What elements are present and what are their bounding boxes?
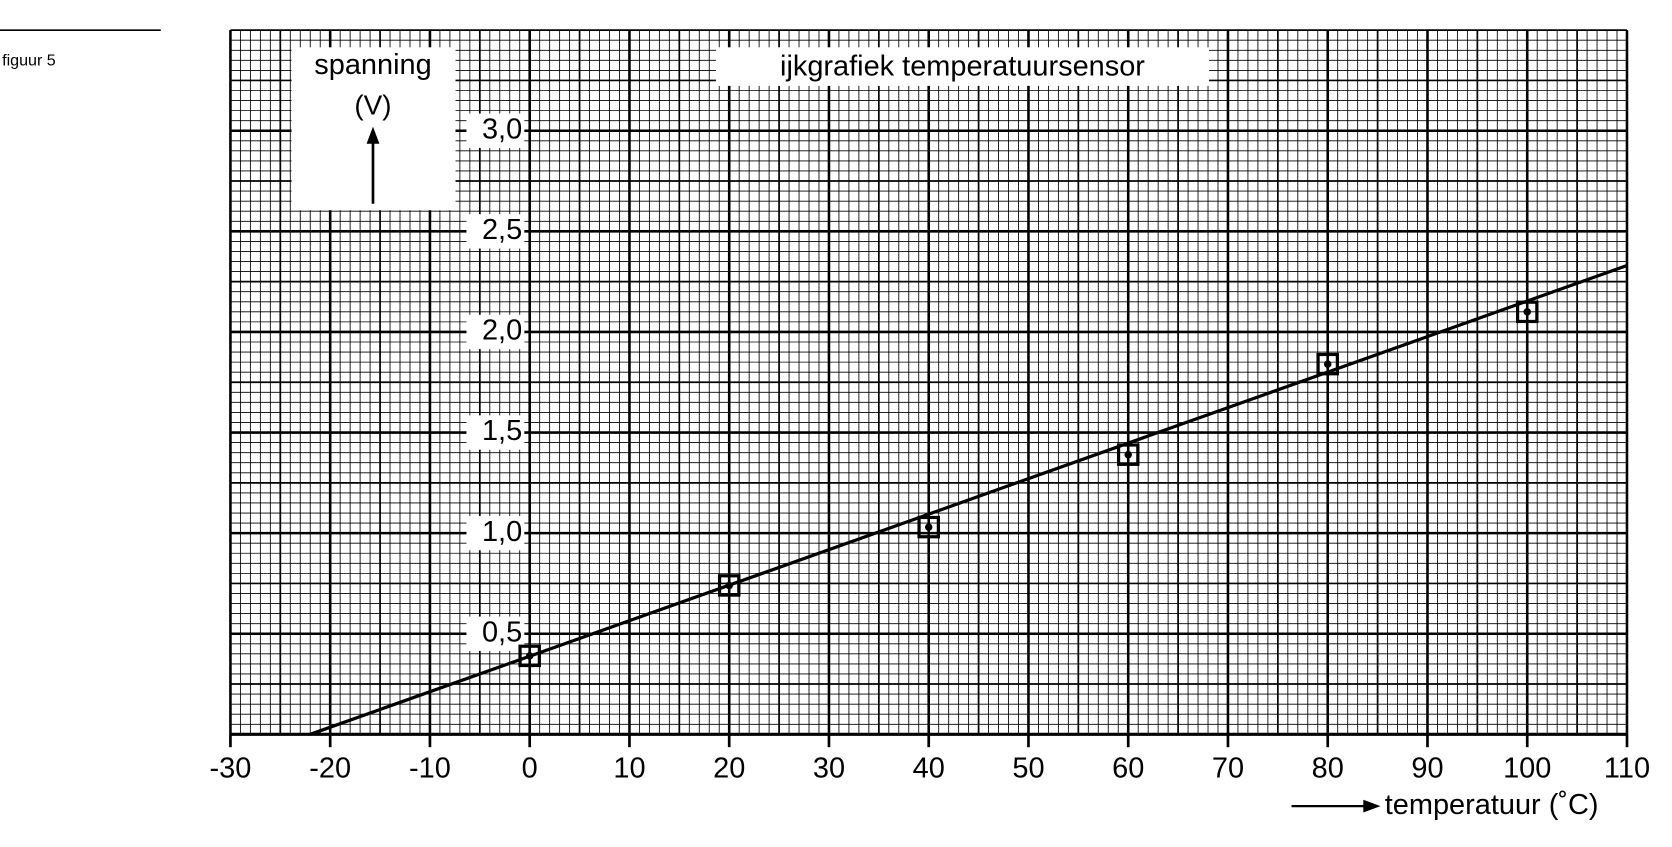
y-tick-label: 2,5 — [482, 214, 522, 246]
y-tick-label-box — [466, 515, 525, 551]
title-box — [715, 47, 1209, 86]
data-point — [917, 515, 940, 539]
data-point-dot — [525, 652, 534, 660]
x-tick-label: 0 — [522, 752, 538, 784]
y-unit: (V) — [354, 90, 391, 121]
x-tick-label: -10 — [409, 752, 451, 784]
x-tick-label: 20 — [713, 752, 745, 784]
data-point-dot — [924, 523, 933, 531]
figure-label: figuur 5 — [2, 51, 56, 69]
grid — [229, 29, 1629, 736]
y-tick-label: 2,0 — [482, 315, 522, 347]
x-tick-label: 70 — [1212, 752, 1244, 784]
y-label: spanning — [314, 49, 431, 81]
y-tick-label: 1,5 — [482, 415, 522, 447]
x-tick-label: 30 — [813, 752, 845, 784]
x-tick-label: 100 — [1503, 752, 1551, 784]
data-point-dot — [1124, 450, 1132, 459]
x-tick-label: 80 — [1312, 752, 1344, 784]
x-tick-label: 110 — [1604, 752, 1650, 784]
data-point — [1515, 300, 1539, 324]
x-arrow-head — [1363, 799, 1381, 813]
x-tick-label: 40 — [913, 752, 945, 784]
y-tick-label-box — [466, 616, 525, 651]
x-tick-label: 60 — [1112, 752, 1144, 784]
y-tick-label: 0,5 — [482, 616, 522, 648]
y-tick-label-box — [466, 113, 525, 148]
data-point — [717, 574, 741, 597]
x-tick-label: 10 — [613, 752, 645, 784]
x-tick-label: 90 — [1411, 752, 1443, 784]
y-tick-label-box — [466, 415, 525, 450]
data-point-dot — [1323, 360, 1332, 368]
x-label: temperatuur (˚C) — [1385, 789, 1599, 821]
y-tick-label: 1,0 — [482, 516, 522, 548]
y-arrow-head — [366, 126, 380, 144]
y-tick-label: 3,0 — [482, 113, 522, 145]
data-point — [518, 644, 541, 668]
y-tick-label-box — [466, 214, 525, 249]
chart-title: ijkgrafiek temperatuursensor — [780, 50, 1145, 82]
x-tick-label: -30 — [210, 752, 252, 784]
x-tick-label: 50 — [1012, 752, 1044, 784]
data-point — [1116, 443, 1140, 466]
data-point — [1316, 352, 1339, 376]
data-point-dot — [725, 581, 733, 590]
y-tick-label-box — [466, 314, 525, 350]
x-tick-label: -20 — [309, 752, 351, 784]
data-point-dot — [1523, 308, 1531, 316]
